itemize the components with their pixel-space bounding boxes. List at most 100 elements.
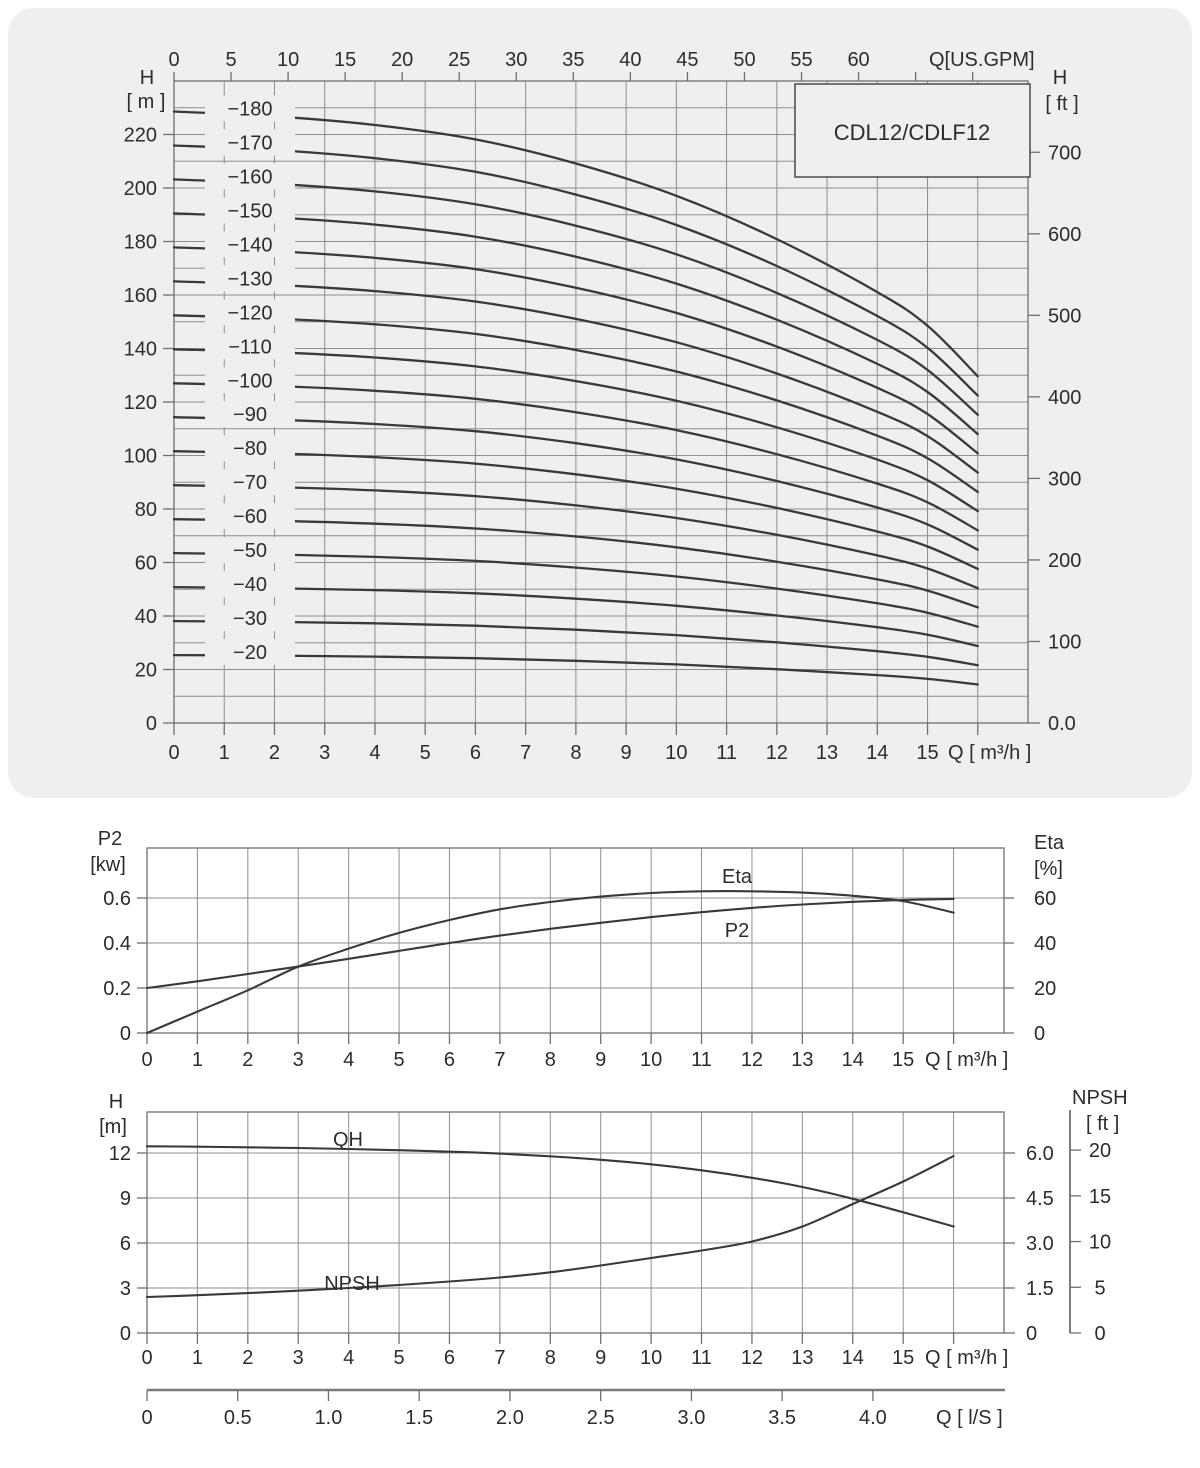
curve-label-−120: −120 — [227, 302, 272, 324]
gpm-tick-label: 60 — [847, 49, 869, 71]
hq-curve-−20 — [172, 653, 979, 686]
curve-label-−100: −100 — [227, 370, 272, 392]
curve-label-−170: −170 — [227, 132, 272, 154]
curve-label-−30: −30 — [233, 608, 267, 630]
hm-tick-label: 140 — [124, 339, 157, 361]
npshft-tick-label: 5 — [1094, 1277, 1105, 1299]
hq-curve-−40 — [172, 585, 979, 648]
p2-curve — [145, 897, 955, 990]
gpm-tick-label: 10 — [277, 49, 299, 71]
ls-tick-label: 0 — [141, 1407, 152, 1429]
ls-tick-label: 2.0 — [496, 1407, 524, 1429]
curve-label-mask — [205, 265, 295, 292]
gpm-tick-label: 55 — [790, 49, 812, 71]
hm-axis-title: H — [140, 67, 154, 89]
h-tick-label: 9 — [120, 1188, 131, 1210]
q-tick-label: 15 — [916, 742, 938, 764]
q-tick-label: 13 — [816, 742, 838, 764]
q-tick-label: 6 — [444, 1347, 455, 1369]
hft-tick-label: 700 — [1048, 142, 1081, 164]
npshft-tick-label: 15 — [1089, 1186, 1111, 1208]
hm-axis-title-unit: [ m ] — [127, 91, 166, 113]
q-tick-label: 14 — [866, 742, 888, 764]
curve-label-mask — [205, 537, 295, 564]
q-tick-label: 3 — [293, 1049, 304, 1071]
eta-tick-label: 60 — [1034, 888, 1056, 910]
q-tick-label: 8 — [545, 1049, 556, 1071]
q-tick-label: 15 — [892, 1347, 914, 1369]
curve-label-mask — [205, 469, 295, 496]
npshm-tick-label: 0 — [1026, 1323, 1037, 1345]
h-tick-label: 3 — [120, 1278, 131, 1300]
hq-curve-−130 — [172, 280, 979, 474]
q-tick-label: 12 — [766, 742, 788, 764]
hm-tick-label: 200 — [124, 178, 157, 200]
curve-label-−70: −70 — [233, 472, 267, 494]
hq-curve-−160 — [172, 178, 979, 416]
q-tick-label: 1 — [219, 742, 230, 764]
gpm-tick-label: 45 — [676, 49, 698, 71]
npshft-tick-label: 20 — [1089, 1140, 1111, 1162]
ls-axis-title: Q [ l/S ] — [936, 1407, 1003, 1429]
curve-label-mask — [205, 571, 295, 598]
hq-curve-−110 — [172, 348, 979, 513]
hm-tick-label: 0 — [146, 713, 157, 735]
hq-curve-−170 — [172, 144, 979, 397]
gpm-tick-label: 20 — [391, 49, 413, 71]
hm-tick-label: 20 — [135, 660, 157, 682]
q-tick-label: 5 — [393, 1049, 404, 1071]
ls-tick-label: 0.5 — [224, 1407, 252, 1429]
q-tick-label: 8 — [545, 1347, 556, 1369]
curve-label-mask — [205, 639, 295, 666]
hq-curve-−50 — [172, 551, 979, 628]
p2-tick-label: 0 — [120, 1023, 131, 1045]
curve-label-mask — [205, 367, 295, 394]
q-tick-label: 14 — [842, 1049, 864, 1071]
npshm-tick-label: 3.0 — [1026, 1233, 1054, 1255]
ls-tick-label: 4.0 — [859, 1407, 887, 1429]
q-tick-label: 11 — [691, 1049, 712, 1071]
q-tick-label: 13 — [791, 1049, 813, 1071]
curve-label-mask — [205, 435, 295, 462]
curve-label-mask — [205, 95, 295, 122]
curve-label-mask — [205, 503, 295, 530]
q-tick-label: 2 — [242, 1049, 253, 1071]
q-tick-label: 12 — [741, 1347, 763, 1369]
eta-axis-title-unit: [%] — [1034, 858, 1063, 880]
grid — [174, 81, 1028, 723]
p2-axis-title: P2 — [98, 828, 122, 850]
gpm-tick-label: 30 — [505, 49, 527, 71]
q-tick-label: 13 — [791, 1347, 813, 1369]
curve-label-−180: −180 — [227, 98, 272, 120]
h-axis-title-unit: [m] — [99, 1116, 127, 1138]
p2-tick-label: 0.4 — [103, 933, 131, 955]
q-tick-label: 7 — [494, 1049, 505, 1071]
curve-label-−110: −110 — [228, 336, 272, 358]
h-tick-label: 0 — [120, 1323, 131, 1345]
hq-curve-−60 — [172, 518, 979, 609]
eta-axis-title: Eta — [1034, 832, 1065, 854]
q-tick-label: 2 — [242, 1347, 253, 1369]
q-tick-label: 9 — [621, 742, 632, 764]
q-tick-label: 12 — [741, 1049, 763, 1071]
q-axis-title: Q [ m³/h ] — [948, 742, 1031, 764]
plot-border — [146, 847, 1005, 1034]
gpm-tick-label: 0 — [168, 49, 179, 71]
qh-curve — [145, 1145, 955, 1228]
gpm-tick-label: 35 — [562, 49, 584, 71]
h-tick-label: 12 — [109, 1143, 131, 1165]
q-tick-label: 6 — [470, 742, 481, 764]
curve-label-mask — [205, 129, 295, 156]
hft-tick-label: 200 — [1048, 550, 1081, 572]
curve-label-−50: −50 — [233, 540, 267, 562]
gpm-tick-label: 50 — [733, 49, 755, 71]
npshft-axis-title-unit: [ ft ] — [1086, 1113, 1119, 1135]
q-tick-label: 0 — [168, 742, 179, 764]
hq-curve-−30 — [172, 619, 979, 667]
plot-border — [146, 1111, 1005, 1334]
q-tick-label: 4 — [369, 742, 380, 764]
q-tick-label: 14 — [842, 1347, 864, 1369]
